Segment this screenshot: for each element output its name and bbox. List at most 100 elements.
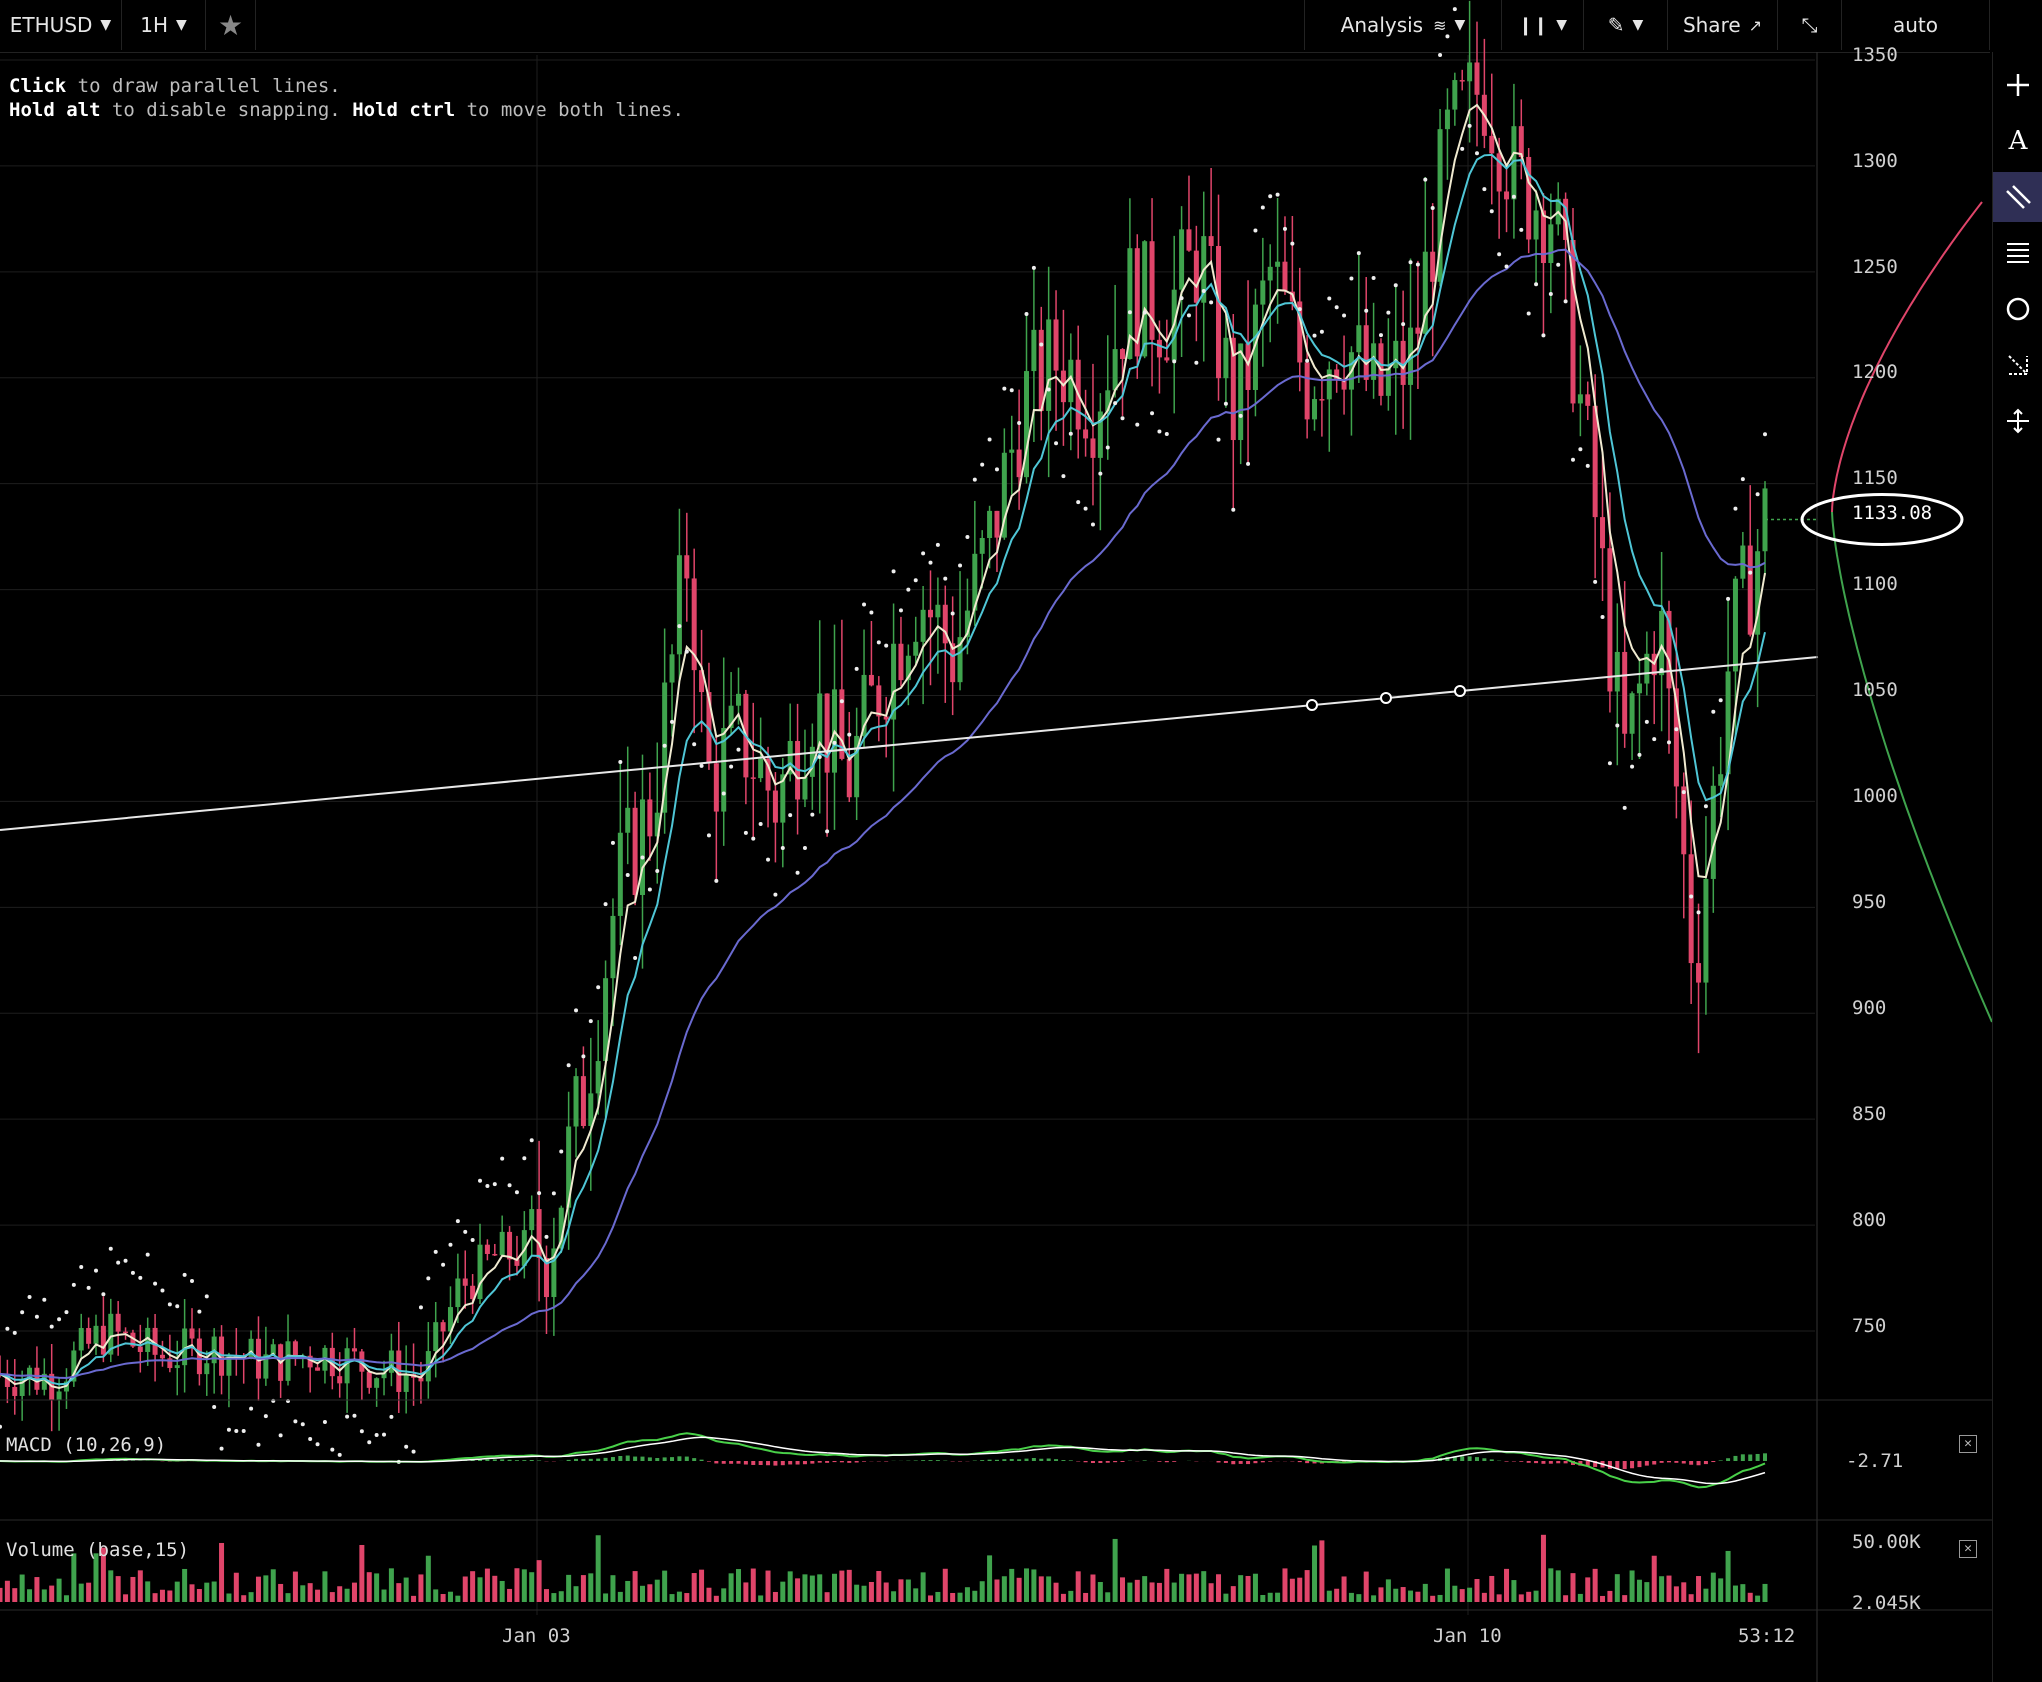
- sar-dot: [1534, 282, 1539, 287]
- scale-mode-button[interactable]: auto: [1842, 0, 1990, 50]
- text-tool-icon[interactable]: A: [2008, 126, 2028, 156]
- candle: [654, 812, 660, 837]
- measure-tool-icon[interactable]: [1993, 340, 2042, 390]
- sar-dot: [1681, 790, 1686, 795]
- candle: [1400, 340, 1406, 385]
- sar-dot: [825, 829, 830, 834]
- volume-bar: [1762, 1583, 1768, 1602]
- macd-histogram-bar: [751, 1461, 756, 1465]
- sar-dot: [256, 1442, 261, 1447]
- volume-bar: [0, 1587, 3, 1602]
- volume-bar: [1570, 1573, 1576, 1602]
- sar-dot: [884, 643, 889, 648]
- candle: [86, 1328, 92, 1344]
- chart-type-menu[interactable]: ❙❙ ▼: [1502, 0, 1584, 50]
- sar-dot: [1231, 507, 1236, 512]
- external-link-icon: ↗: [1748, 15, 1763, 35]
- move-tool-icon[interactable]: [1993, 396, 2042, 446]
- sar-dot: [891, 569, 896, 574]
- volume-bar: [1533, 1590, 1539, 1602]
- sar-dot: [625, 873, 630, 878]
- macd-histogram-bar: [1164, 1461, 1169, 1463]
- sar-dot: [758, 821, 763, 826]
- macd-histogram-bar: [692, 1458, 697, 1461]
- volume-bar: [824, 1592, 830, 1602]
- candle: [1356, 325, 1362, 353]
- macd-histogram-bar: [1090, 1461, 1095, 1464]
- sar-dot: [57, 1317, 62, 1322]
- favorite-star-icon[interactable]: ★: [206, 0, 256, 50]
- sar-dot: [1763, 432, 1767, 437]
- sar-dot: [500, 1156, 505, 1161]
- horizontal-lines-icon[interactable]: [1993, 228, 2042, 278]
- volume-bar: [315, 1589, 321, 1602]
- candle: [455, 1278, 461, 1308]
- volume-bar: [1644, 1582, 1650, 1602]
- candle: [1755, 551, 1761, 635]
- macd-close-icon[interactable]: ✕: [1959, 1435, 1977, 1453]
- macd-histogram-bar: [736, 1461, 741, 1464]
- volume-bar: [1260, 1594, 1266, 1602]
- candle: [1533, 210, 1539, 240]
- macd-histogram-bar: [1297, 1461, 1302, 1463]
- symbol-selector[interactable]: ETHUSD ▼: [0, 0, 122, 50]
- sar-dot: [426, 1276, 431, 1281]
- macd-histogram-bar: [670, 1457, 675, 1461]
- candle: [1275, 261, 1281, 267]
- candle: [4, 1373, 10, 1387]
- candle: [1718, 774, 1724, 786]
- macd-histogram-bar: [625, 1455, 630, 1461]
- macd-histogram-bar: [773, 1461, 778, 1466]
- volume-tick-high: 50.00K: [1852, 1531, 1921, 1553]
- volume-bar: [123, 1594, 129, 1602]
- volume-bar: [795, 1578, 801, 1602]
- volume-bar: [1149, 1582, 1155, 1602]
- candle: [1090, 438, 1096, 458]
- fullscreen-icon[interactable]: ⤡: [1778, 0, 1842, 50]
- volume-bar: [1481, 1592, 1487, 1602]
- candle: [499, 1231, 505, 1256]
- grid: [0, 55, 1815, 1615]
- hint-line1-rest: to draw parallel lines.: [66, 75, 341, 97]
- macd-histogram-bar: [1024, 1458, 1029, 1461]
- macd-histogram-bar: [1260, 1461, 1265, 1463]
- sar-dot: [1268, 194, 1273, 199]
- candle: [595, 1061, 601, 1094]
- sar-dot: [330, 1447, 335, 1452]
- price-tick: 850: [1852, 1103, 1887, 1125]
- sar-dot: [588, 1019, 593, 1024]
- macd-histogram-bar: [832, 1461, 837, 1463]
- sar-dot: [603, 902, 608, 907]
- crosshair-icon[interactable]: [1993, 60, 2042, 110]
- sar-dot: [1046, 387, 1051, 392]
- sar-dot: [1615, 723, 1620, 728]
- parallel-line-drawing[interactable]: [0, 656, 1819, 831]
- sar-dot: [1209, 300, 1214, 305]
- sar-dot: [1570, 457, 1575, 462]
- macd-histogram-bar: [1666, 1461, 1671, 1463]
- volume-bar: [1629, 1570, 1635, 1602]
- analysis-menu[interactable]: Analysis ≋ ▼: [1304, 0, 1502, 50]
- candle: [1304, 362, 1310, 420]
- volume-bar: [1459, 1589, 1465, 1602]
- circle-tool-icon[interactable]: [1993, 284, 2042, 334]
- candle: [374, 1378, 380, 1388]
- sar-dot: [958, 563, 963, 568]
- candle: [861, 674, 867, 736]
- volume-bar: [868, 1581, 874, 1602]
- sar-dot: [1054, 441, 1059, 446]
- volume-bar: [433, 1589, 439, 1602]
- sar-dot: [618, 760, 623, 765]
- sar-dot: [1378, 333, 1383, 338]
- share-button[interactable]: Share ↗: [1668, 0, 1778, 50]
- draw-menu[interactable]: ✎ ▼: [1584, 0, 1668, 50]
- volume-bar: [691, 1573, 697, 1602]
- interval-selector[interactable]: 1H ▼: [122, 0, 206, 50]
- sar-dot: [1068, 431, 1073, 436]
- parallel-lines-tool-icon[interactable]: [1993, 172, 2042, 222]
- candle: [1105, 390, 1111, 412]
- macd-histogram-bar: [1009, 1458, 1014, 1461]
- volume-close-icon[interactable]: ✕: [1959, 1540, 1977, 1558]
- macd-histogram-bar: [758, 1461, 763, 1465]
